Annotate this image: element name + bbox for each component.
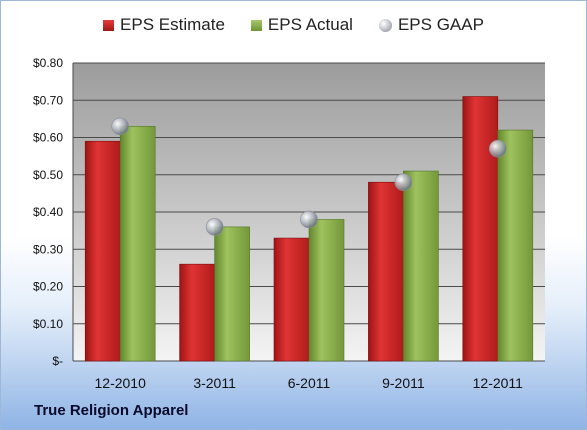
y-tick-label: $0.20: [33, 280, 63, 294]
legend-label-estimate: EPS Estimate: [120, 15, 225, 34]
x-tick-label: 12-2010: [95, 375, 147, 391]
legend-item-estimate: EPS Estimate: [103, 15, 225, 35]
legend-label-actual: EPS Actual: [267, 15, 353, 34]
marker-eps-gaap: [300, 210, 318, 229]
marker-eps-gaap: [111, 117, 129, 136]
x-tick-label: 6-2011: [288, 375, 331, 391]
legend-label-gaap: EPS GAAP: [397, 15, 484, 34]
bar-eps-actual: [214, 226, 250, 362]
legend: EPS Estimate EPS Actual EPS GAAP: [1, 15, 586, 35]
y-tick-label: $0.30: [33, 242, 63, 256]
y-tick-label: $0.80: [33, 56, 63, 70]
bar-eps-estimate: [84, 140, 121, 362]
x-tick-label: 3-2011: [193, 375, 236, 391]
y-tick-label: $0.70: [33, 93, 63, 107]
marker-eps-gaap: [394, 173, 413, 191]
bar-eps-estimate: [179, 263, 215, 362]
y-tick-label: $0.60: [33, 131, 63, 145]
y-tick-label: $0.50: [33, 168, 63, 182]
x-tick-label: 12-2011: [473, 375, 524, 391]
legend-swatch-gaap: [378, 18, 392, 32]
bar-eps-actual: [497, 129, 534, 362]
y-tick-label: $-: [52, 354, 63, 368]
legend-item-actual: EPS Actual: [250, 15, 353, 35]
legend-swatch-actual: [250, 19, 262, 31]
bar-eps-estimate: [368, 181, 404, 362]
bar-eps-estimate: [462, 96, 499, 362]
legend-swatch-estimate: [103, 19, 115, 31]
y-tick-label: $0.10: [33, 317, 63, 331]
marker-eps-gaap: [488, 139, 507, 158]
marker-eps-gaap: [205, 218, 224, 236]
y-tick-label: $0.40: [33, 205, 63, 219]
bar-eps-actual: [308, 219, 345, 362]
x-tick-label: 9-2011: [382, 375, 425, 391]
company-name: True Religion Apparel: [34, 402, 189, 419]
bar-eps-actual: [119, 126, 156, 362]
legend-item-gaap: EPS GAAP: [378, 15, 484, 35]
bar-eps-actual: [403, 170, 439, 362]
bar-eps-estimate: [273, 237, 310, 362]
